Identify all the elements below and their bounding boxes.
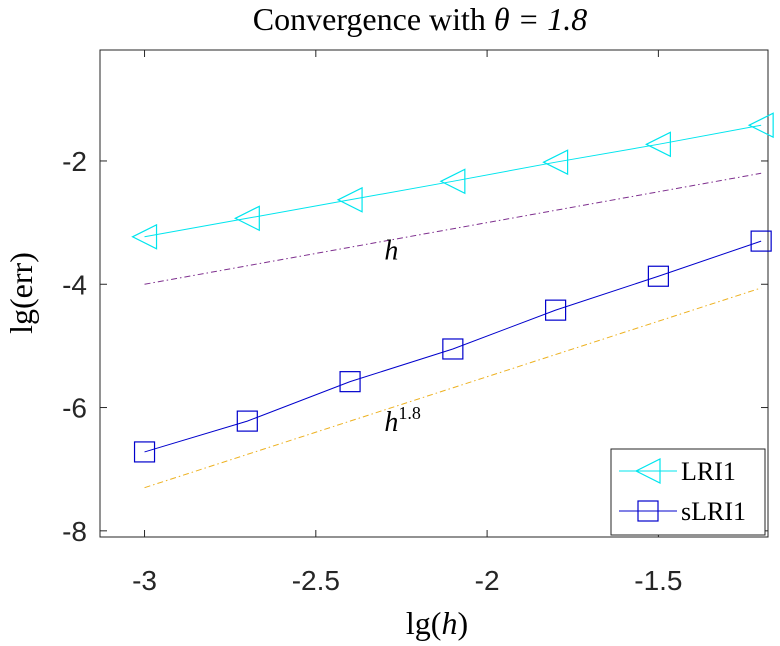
- plot-axes: [99, 49, 769, 538]
- reference-line: [144, 172, 762, 285]
- legend-label-LRI1: LRI1: [681, 457, 736, 486]
- reference-line-label: h1.8: [384, 403, 421, 438]
- x-tick-label: -2: [475, 565, 500, 596]
- reference-label-exponent: 1.8: [398, 403, 421, 423]
- reference-lines: [144, 172, 762, 489]
- axes-box: [99, 49, 769, 538]
- reference-label-base: h: [384, 236, 398, 267]
- chart-title-math: θ = 1.8: [494, 1, 587, 37]
- x-tick-label: -3: [132, 565, 157, 596]
- y-tick-label: -2: [62, 146, 87, 177]
- chart-title: Convergence with θ = 1.8: [253, 1, 587, 37]
- x-axis-label-var: h: [441, 605, 457, 641]
- data-point-LRI1: [336, 186, 363, 213]
- data-point-sLRI1: [339, 371, 361, 393]
- legend-label-sLRI1: sLRI1: [681, 497, 746, 526]
- x-tick-label: -1.5: [634, 565, 682, 596]
- data-point-sLRI1: [133, 441, 156, 463]
- legend: LRI1 sLRI1: [610, 448, 766, 536]
- data-point-sLRI1: [236, 410, 258, 432]
- reference-labels: hh1.8: [384, 236, 421, 438]
- data-point-sLRI1: [647, 265, 669, 287]
- data-series: [131, 112, 774, 463]
- series-line-sLRI1: [144, 240, 762, 453]
- legend-marker-LRI1: [634, 458, 661, 484]
- data-point-sLRI1: [545, 299, 567, 321]
- legend-marker-sLRI1: [637, 500, 659, 522]
- x-axis-label-suffix: ): [457, 605, 468, 641]
- data-point-LRI1: [131, 223, 158, 250]
- axis-ticks: -3 -2.5 -2 -1.5 -2 -4 -6 -8: [62, 50, 768, 596]
- data-point-LRI1: [542, 149, 569, 176]
- data-point-LRI1: [645, 131, 671, 158]
- legend-box: [610, 448, 766, 536]
- y-tick-label: -6: [62, 393, 87, 424]
- data-point-LRI1: [233, 205, 260, 232]
- y-tick-label: -4: [62, 269, 87, 300]
- y-tick-label: -8: [62, 516, 87, 547]
- data-point-LRI1: [439, 168, 466, 195]
- x-axis-label-prefix: lg(: [406, 605, 442, 641]
- x-tick-label: -2.5: [292, 565, 340, 596]
- reference-label-base: h: [384, 407, 398, 438]
- chart-title-text: Convergence with: [253, 1, 494, 37]
- data-point-sLRI1: [442, 338, 464, 360]
- data-point-LRI1: [747, 112, 774, 139]
- reference-line-label: h: [384, 236, 398, 267]
- x-axis-label: lg(h): [406, 605, 468, 641]
- reference-line: [144, 287, 762, 489]
- y-axis-label: lg(err): [3, 252, 39, 334]
- data-point-sLRI1: [750, 230, 772, 252]
- series-line-LRI1: [144, 124, 762, 238]
